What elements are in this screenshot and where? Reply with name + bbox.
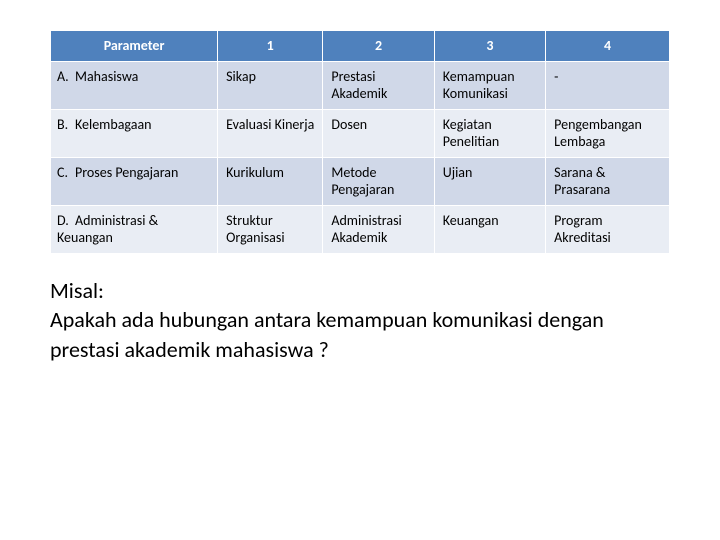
param-label: Proses Pengajaran <box>75 164 178 181</box>
table-cell: Struktur Organisasi <box>218 205 323 253</box>
example-heading: Misal: <box>50 276 670 306</box>
col-header-1: 1 <box>218 31 323 62</box>
table-cell: Administrasi Akademik <box>323 205 434 253</box>
table-cell: Prestasi Akademik <box>323 61 434 109</box>
table-row: C.Proses Pengajaran Kurikulum Metode Pen… <box>51 157 670 205</box>
parameter-table: Parameter 1 2 3 4 A.Mahasiswa Sikap Pres… <box>50 30 670 254</box>
col-header-3: 3 <box>434 31 545 62</box>
table-cell: Kemampuan Komunikasi <box>434 61 545 109</box>
table-cell: - <box>546 61 670 109</box>
param-letter: C. <box>57 164 75 182</box>
param-label: Kelembagaan <box>75 116 152 133</box>
col-header-parameter: Parameter <box>51 31 218 62</box>
param-letter: D. <box>57 212 75 230</box>
param-cell: A.Mahasiswa <box>51 61 218 109</box>
param-letter: B. <box>57 116 75 134</box>
example-block: Misal: Apakah ada hubungan antara kemamp… <box>50 276 670 365</box>
table-cell: Kurikulum <box>218 157 323 205</box>
slide-content: Parameter 1 2 3 4 A.Mahasiswa Sikap Pres… <box>0 0 720 385</box>
table-cell: Ujian <box>434 157 545 205</box>
table-cell: Pengembangan Lembaga <box>546 109 670 157</box>
table-cell: Evaluasi Kinerja <box>218 109 323 157</box>
table-row: D.Administrasi & Keuangan Struktur Organ… <box>51 205 670 253</box>
table-cell: Program Akreditasi <box>546 205 670 253</box>
table-cell: Keuangan <box>434 205 545 253</box>
table-cell: Dosen <box>323 109 434 157</box>
table-header-row: Parameter 1 2 3 4 <box>51 31 670 62</box>
table-cell: Sikap <box>218 61 323 109</box>
col-header-2: 2 <box>323 31 434 62</box>
table-row: A.Mahasiswa Sikap Prestasi Akademik Kema… <box>51 61 670 109</box>
param-cell: C.Proses Pengajaran <box>51 157 218 205</box>
param-letter: A. <box>57 68 75 86</box>
table-cell: Kegiatan Penelitian <box>434 109 545 157</box>
param-cell: B.Kelembagaan <box>51 109 218 157</box>
table-cell: Sarana & Prasarana <box>546 157 670 205</box>
table-cell: Metode Pengajaran <box>323 157 434 205</box>
table-row: B.Kelembagaan Evaluasi Kinerja Dosen Keg… <box>51 109 670 157</box>
col-header-4: 4 <box>546 31 670 62</box>
example-text: Apakah ada hubungan antara kemampuan kom… <box>50 305 670 364</box>
param-cell: D.Administrasi & Keuangan <box>51 205 218 253</box>
param-label: Mahasiswa <box>75 68 138 85</box>
